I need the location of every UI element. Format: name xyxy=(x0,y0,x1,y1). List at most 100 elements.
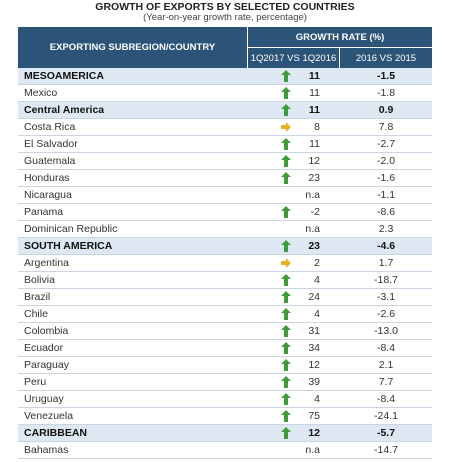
annual-growth: -8.4 xyxy=(376,342,396,354)
country-name: Central America xyxy=(24,104,105,116)
table-row: Dominican Republic n.a 2.3 xyxy=(18,221,432,238)
annual-growth: 2.3 xyxy=(378,223,394,235)
trend-arrow xyxy=(281,155,291,167)
table-row: Central America 11 0.9 xyxy=(18,102,432,119)
country-name: CARIBBEAN xyxy=(24,427,87,439)
trend-arrow xyxy=(281,122,291,132)
quarter-growth: 23 xyxy=(308,172,320,184)
table-row: Bolivia 4 -18.7 xyxy=(18,272,432,289)
quarter-growth: 23 xyxy=(308,240,320,252)
arrow-shape xyxy=(281,410,291,422)
annual-growth: -2.6 xyxy=(376,308,396,320)
arrow-shape xyxy=(281,87,291,99)
group-header: GROWTH RATE (%) xyxy=(248,27,432,48)
annual-growth: -4.6 xyxy=(376,240,396,252)
table-row: Mexico 11 -1.8 xyxy=(18,85,432,102)
trend-arrow xyxy=(281,274,291,286)
annual-growth: -24.1 xyxy=(374,410,398,422)
arrow-shape xyxy=(281,122,291,132)
quarter-growth: n.a xyxy=(305,223,320,235)
annual-growth: -8.4 xyxy=(376,393,396,405)
col-header: 2016 VS 2015 xyxy=(340,48,432,68)
annual-growth: -18.7 xyxy=(374,274,398,286)
table-row: Venezuela 75 -24.1 xyxy=(18,408,432,425)
annual-growth: -1.5 xyxy=(376,70,396,82)
country-name: Venezuela xyxy=(24,410,74,422)
trend-arrow xyxy=(281,393,291,405)
country-name: Peru xyxy=(24,376,47,388)
table-row: Costa Rica 8 7.8 xyxy=(18,119,432,136)
quarter-growth: 11 xyxy=(308,70,320,82)
country-name: Honduras xyxy=(24,172,70,184)
annual-growth: 0.9 xyxy=(378,104,394,116)
quarter-growth: 2 xyxy=(314,257,320,269)
annual-growth: -8.6 xyxy=(376,206,396,218)
annual-growth: 7.8 xyxy=(378,121,394,133)
quarter-growth: 11 xyxy=(309,87,320,99)
arrow-shape xyxy=(281,359,291,371)
country-name: MESOAMERICA xyxy=(24,70,104,82)
table-row: Argentina 2 1.7 xyxy=(18,255,432,272)
annual-growth: -1.1 xyxy=(376,189,396,201)
quarter-growth: 12 xyxy=(308,427,320,439)
arrow-shape xyxy=(281,325,291,337)
table-row: Brazil 24 -3.1 xyxy=(18,289,432,306)
annual-growth: -2.7 xyxy=(376,138,396,150)
arrow-shape xyxy=(281,291,291,303)
table-row: Guatemala 12 -2.0 xyxy=(18,153,432,170)
annual-growth: 2.1 xyxy=(378,359,394,371)
table-row: Paraguay 12 2.1 xyxy=(18,357,432,374)
trend-arrow xyxy=(281,359,291,371)
country-name: El Salvador xyxy=(24,138,78,150)
quarter-growth: 31 xyxy=(308,325,320,337)
table-row: El Salvador 11 -2.7 xyxy=(18,136,432,153)
quarter-growth: 11 xyxy=(308,104,320,116)
country-name: Nicaragua xyxy=(24,189,72,201)
country-name: Argentina xyxy=(24,257,69,269)
table-row: Chile 4 -2.6 xyxy=(18,306,432,323)
country-name: Chile xyxy=(24,308,48,320)
trend-arrow xyxy=(281,138,291,150)
trend-arrow xyxy=(281,70,291,82)
annual-growth: -13.0 xyxy=(374,325,398,337)
table-row: MESOAMERICA 11 -1.5 xyxy=(18,68,432,85)
quarter-growth: 75 xyxy=(308,410,320,422)
country-name: Bolivia xyxy=(24,274,55,286)
quarter-growth: 8 xyxy=(314,121,320,133)
trend-arrow xyxy=(281,325,291,337)
subtitle: (Year-on-year growth rate, percentage) xyxy=(143,12,307,23)
table-row: Colombia 31 -13.0 xyxy=(18,323,432,340)
arrow-shape xyxy=(281,308,291,320)
trend-arrow xyxy=(281,258,291,268)
table-row: Uruguay 4 -8.4 xyxy=(18,391,432,408)
arrow-shape xyxy=(281,240,291,252)
country-name: Costa Rica xyxy=(24,121,76,133)
trend-arrow xyxy=(281,240,291,252)
quarter-growth: 34 xyxy=(308,342,320,354)
annual-growth: -5.7 xyxy=(376,427,396,439)
arrow-shape xyxy=(281,70,291,82)
arrow-shape xyxy=(281,274,291,286)
trend-arrow xyxy=(281,87,291,99)
trend-arrow xyxy=(281,342,291,354)
annual-growth: -3.1 xyxy=(376,291,396,303)
country-name: Ecuador xyxy=(24,342,64,354)
arrow-shape xyxy=(281,155,291,167)
quarter-growth: 4 xyxy=(314,393,320,405)
quarter-growth: 12 xyxy=(308,155,320,167)
annual-growth: -2.0 xyxy=(376,155,396,167)
annual-growth: 1.7 xyxy=(378,257,394,269)
trend-arrow xyxy=(281,427,291,439)
arrow-shape xyxy=(281,138,291,150)
table-row: CARIBBEAN 12 -5.7 xyxy=(18,425,432,442)
quarter-growth: 4 xyxy=(314,308,320,320)
arrow-shape xyxy=(281,206,291,218)
arrow-shape xyxy=(281,258,291,268)
country-name: Uruguay xyxy=(24,393,64,405)
table-row: Honduras 23 -1.6 xyxy=(18,170,432,187)
arrow-shape xyxy=(281,427,291,439)
country-name: Colombia xyxy=(24,325,69,337)
country-name: Mexico xyxy=(24,87,58,99)
trend-arrow xyxy=(281,172,291,184)
